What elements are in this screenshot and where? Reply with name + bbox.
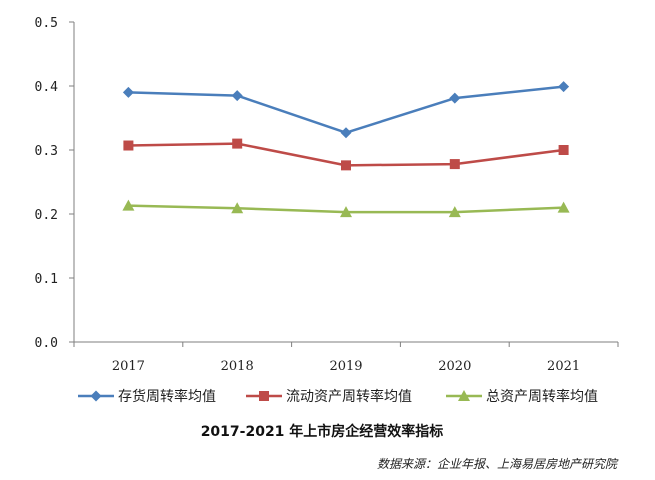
- series-3: [122, 199, 570, 218]
- legend-item-3: 总资产周转率均值: [446, 388, 598, 405]
- y-tick-label: 0.5: [35, 16, 58, 31]
- data-point: [122, 199, 135, 211]
- x-tick-label: 2017: [112, 359, 145, 374]
- legend-item-2: 流动资产周转率均值: [246, 388, 412, 405]
- series-line: [128, 85, 564, 134]
- data-point: [558, 145, 569, 155]
- data-point: [340, 127, 352, 139]
- y-tick-label: 0.1: [35, 272, 58, 287]
- x-tick-label: 2019: [329, 359, 362, 374]
- series-group: [122, 81, 570, 218]
- x-tick-label: 2021: [547, 359, 580, 374]
- axes: [73, 22, 618, 343]
- y-tick-label: 0.3: [35, 144, 58, 159]
- legend-item-1: 存货周转率均值: [78, 388, 216, 405]
- chart-title: 2017-2021 年上市房企经营效率指标: [201, 423, 444, 440]
- data-point: [449, 159, 460, 170]
- legend-label: 存货周转率均值: [118, 388, 216, 405]
- data-point: [123, 140, 134, 151]
- legend-marker: [90, 390, 102, 402]
- x-tick-label: 2018: [221, 359, 254, 374]
- data-point: [232, 138, 243, 149]
- y-tick-label: 0.0: [35, 336, 58, 351]
- data-point: [448, 206, 461, 218]
- data-point: [558, 81, 570, 93]
- data-point: [449, 92, 461, 104]
- x-tick-label: 2020: [438, 359, 471, 374]
- legend-label: 总资产周转率均值: [486, 388, 598, 405]
- series-1: [122, 81, 570, 139]
- y-axis-ticks: 0.0 0.1 0.2 0.3 0.4 0.5: [35, 16, 74, 351]
- legend-marker: [458, 390, 470, 401]
- series-2: [123, 138, 569, 171]
- x-axis-ticks: 2017 2018 2019 2020 2021: [73, 342, 619, 374]
- source-note: 数据来源：企业年报、上海易居房地产研究院: [377, 457, 619, 471]
- y-tick-label: 0.2: [35, 208, 58, 223]
- data-point: [340, 206, 352, 218]
- data-point: [557, 201, 570, 213]
- legend-label: 流动资产周转率均值: [286, 388, 412, 405]
- data-point: [231, 90, 243, 102]
- data-point: [231, 202, 244, 214]
- y-tick-label: 0.4: [35, 80, 59, 95]
- data-point: [122, 86, 134, 98]
- legend-marker: [259, 391, 269, 401]
- legend: 存货周转率均值 流动资产周转率均值 总资产周转率均值: [78, 388, 598, 405]
- data-point: [341, 160, 351, 171]
